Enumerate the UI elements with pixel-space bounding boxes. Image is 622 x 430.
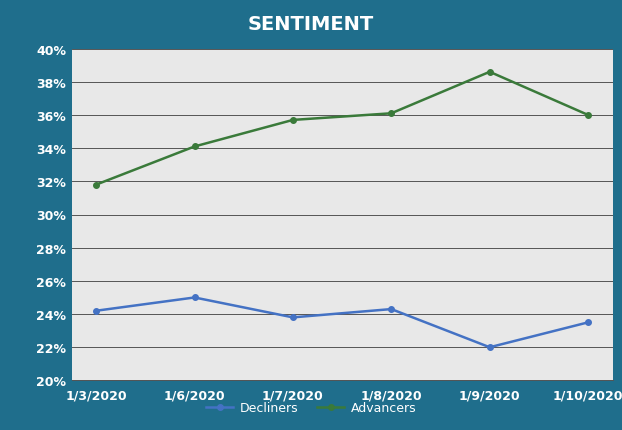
Text: SENTIMENT: SENTIMENT bbox=[248, 15, 374, 34]
Advancers bbox=[191, 144, 198, 150]
Line: Decliners: Decliners bbox=[93, 295, 591, 350]
Decliners bbox=[486, 345, 493, 350]
Advancers bbox=[486, 70, 493, 75]
Decliners bbox=[191, 295, 198, 300]
Advancers bbox=[388, 111, 395, 117]
Advancers bbox=[584, 113, 592, 118]
Decliners bbox=[289, 315, 297, 320]
Decliners bbox=[584, 320, 592, 325]
Decliners bbox=[388, 307, 395, 312]
Legend: Decliners, Advancers: Decliners, Advancers bbox=[201, 396, 421, 419]
Decliners bbox=[93, 308, 100, 313]
Line: Advancers: Advancers bbox=[93, 70, 591, 188]
Advancers bbox=[289, 118, 297, 123]
Advancers bbox=[93, 183, 100, 188]
